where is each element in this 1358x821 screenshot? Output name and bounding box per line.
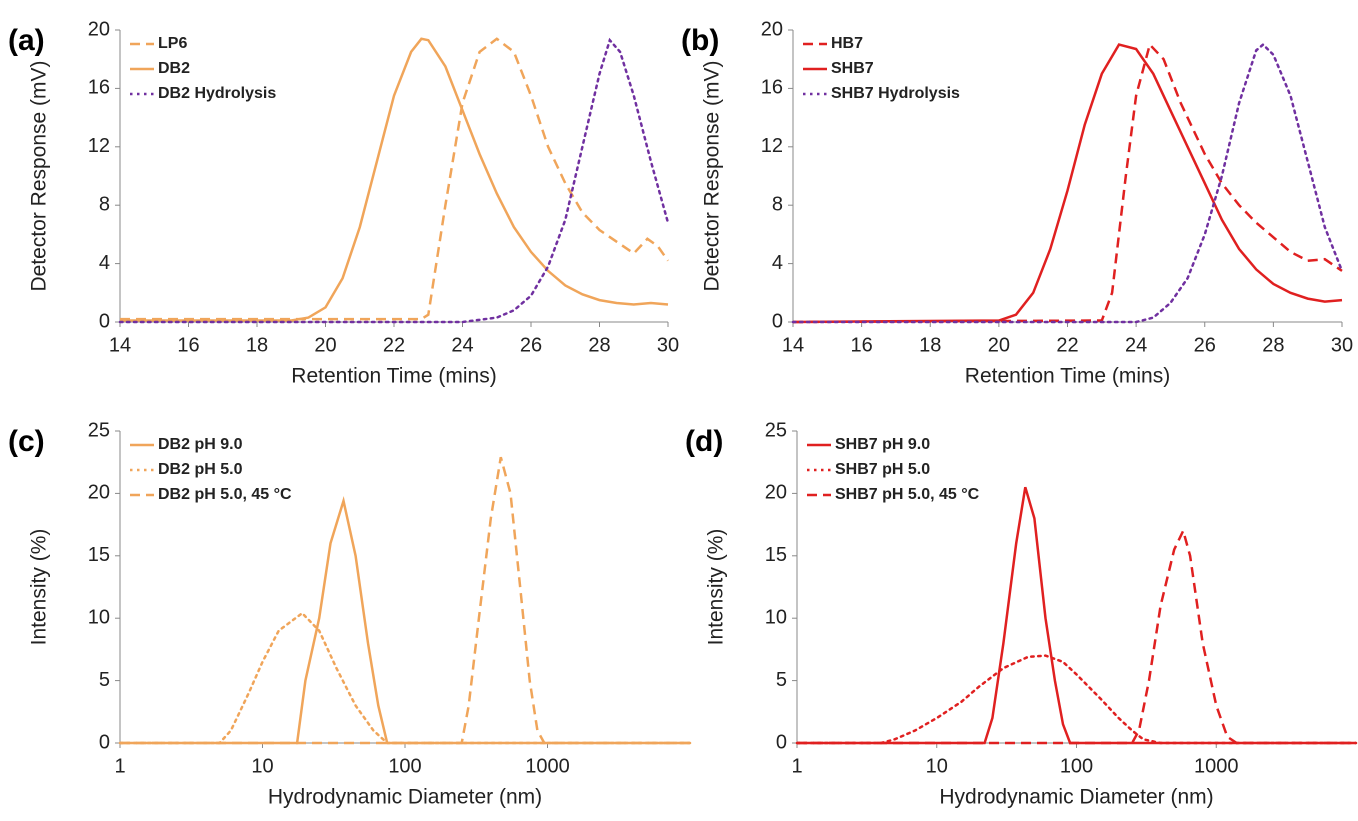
panel-label: (d) (685, 425, 723, 458)
y-axis-label: Intensity (%) (705, 529, 728, 646)
x-axis-label: Retention Time (mins) (965, 365, 1170, 388)
y-tick-label: 25 (765, 419, 787, 441)
x-axis-label: Hydrodynamic Diameter (nm) (939, 786, 1213, 809)
series-line (120, 495, 690, 745)
y-tick-label: 15 (88, 544, 110, 566)
legend-label: SHB7 pH 5.0 (835, 461, 930, 478)
x-tick-label: 18 (246, 334, 268, 356)
y-axis-label: Detector Response (mV) (28, 60, 51, 291)
y-tick-label: 12 (761, 135, 783, 157)
series-line (791, 42, 1344, 324)
series-line (795, 654, 1358, 745)
series-line (797, 486, 1356, 745)
x-tick-label: 20 (988, 334, 1010, 356)
x-tick-label: 26 (520, 334, 542, 356)
y-tick-label: 5 (99, 669, 110, 691)
y-axis-label: Intensity (%) (28, 529, 51, 646)
y-tick-label: 12 (88, 135, 110, 157)
panel: (c) 0 5 10 15 20 25 1 10 100 1000 Hydrodynamic Diam… (8, 419, 692, 809)
legend-label: SHB7 (831, 60, 874, 77)
legend-label: SHB7 pH 5.0, 45 °C (835, 486, 980, 503)
panel: (d) 0 5 10 15 20 25 1 10 100 1000 Hydrodynamic Diam… (685, 419, 1358, 809)
x-tick-label: 28 (1262, 334, 1284, 356)
x-tick-label: 28 (588, 334, 610, 356)
x-tick-label: 26 (1194, 334, 1216, 356)
y-tick-label: 16 (761, 77, 783, 99)
x-tick-label: 16 (851, 334, 873, 356)
series-line (118, 37, 670, 324)
x-tick-label: 10 (926, 755, 948, 777)
x-tick-label: 20 (314, 334, 336, 356)
x-tick-label: 100 (1060, 755, 1093, 777)
x-tick-label: 24 (451, 334, 473, 356)
x-tick-label: 100 (388, 755, 421, 777)
x-tick-label: 1 (791, 755, 802, 777)
legend-label: HB7 (831, 35, 863, 52)
x-tick-label: 22 (383, 334, 405, 356)
x-tick-label: 1000 (525, 755, 570, 777)
y-tick-label: 10 (765, 606, 787, 628)
panel-label: (a) (8, 24, 45, 57)
y-tick-label: 20 (88, 18, 110, 40)
x-axis-label: Retention Time (mins) (291, 365, 496, 388)
legend-label: SHB7 Hydrolysis (831, 85, 960, 102)
legend-label: DB2 pH 5.0, 45 °C (158, 486, 292, 503)
y-tick-label: 0 (772, 310, 783, 332)
y-tick-label: 8 (772, 193, 783, 215)
x-tick-label: 24 (1125, 334, 1147, 356)
x-tick-label: 1 (114, 755, 125, 777)
y-tick-label: 20 (88, 482, 110, 504)
series-line (797, 527, 1356, 745)
y-tick-label: 0 (776, 731, 787, 753)
series-line (120, 456, 690, 745)
legend-label: DB2 pH 5.0 (158, 461, 243, 478)
x-tick-label: 10 (251, 755, 273, 777)
y-tick-label: 16 (88, 77, 110, 99)
panel: (b) 0 4 8 12 16 20 14 16 18 20 22 24 26 28 30 Retention … (681, 18, 1353, 387)
y-tick-label: 4 (772, 252, 783, 274)
x-tick-label: 14 (109, 334, 131, 356)
legend-label: DB2 (158, 60, 190, 77)
series-line (120, 37, 669, 322)
y-tick-label: 4 (99, 252, 110, 274)
x-tick-label: 30 (657, 334, 679, 356)
legend-label: DB2 pH 9.0 (158, 436, 243, 453)
y-tick-label: 8 (99, 193, 110, 215)
y-tick-label: 25 (88, 419, 110, 441)
panel: (a) 0 4 8 12 16 20 14 16 18 20 22 24 26 28 30 Retention … (8, 18, 679, 387)
x-tick-label: 18 (919, 334, 941, 356)
x-tick-label: 30 (1331, 334, 1353, 356)
x-tick-label: 16 (177, 334, 199, 356)
panel-label: (b) (681, 24, 719, 57)
x-tick-label: 22 (1056, 334, 1078, 356)
legend-label: SHB7 pH 9.0 (835, 436, 930, 453)
y-tick-label: 10 (88, 606, 110, 628)
y-tick-label: 15 (765, 544, 787, 566)
legend-label: LP6 (158, 35, 187, 52)
series-line (792, 43, 1343, 324)
x-axis-label: Hydrodynamic Diameter (nm) (268, 786, 542, 809)
y-tick-label: 0 (99, 731, 110, 753)
series-line (118, 611, 692, 745)
y-tick-label: 20 (765, 482, 787, 504)
panel-label: (c) (8, 425, 45, 458)
series-line (792, 42, 1343, 324)
x-tick-label: 14 (782, 334, 804, 356)
y-axis-label: Detector Response (mV) (701, 60, 724, 291)
y-tick-label: 5 (776, 669, 787, 691)
x-tick-label: 1000 (1194, 755, 1239, 777)
y-tick-label: 20 (761, 18, 783, 40)
y-tick-label: 0 (99, 310, 110, 332)
series-line (120, 37, 670, 321)
legend-label: DB2 Hydrolysis (158, 85, 276, 102)
